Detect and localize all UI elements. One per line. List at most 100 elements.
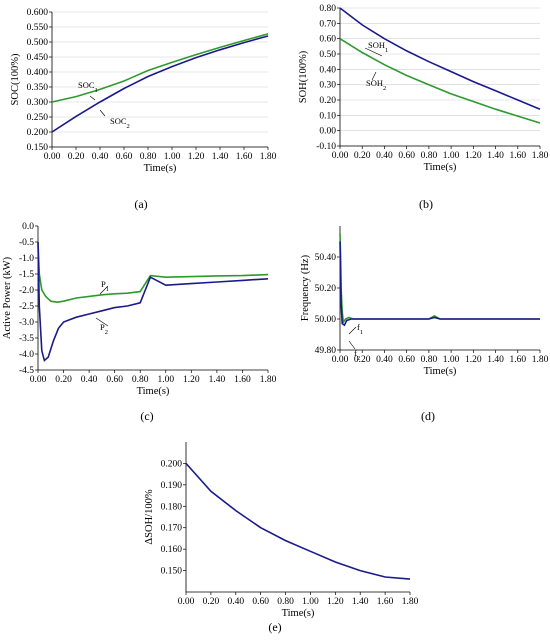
y-tick-label: -4.5 [19, 366, 34, 376]
y-tick-label: 0.400 [27, 68, 49, 78]
y-tick-label: 50.20 [315, 284, 337, 294]
x-tick-label: 0.60 [252, 597, 269, 607]
annotation-text: SOC [110, 116, 127, 126]
y-tick-label: -3.5 [19, 334, 34, 344]
x-tick-label: 1.20 [465, 355, 482, 365]
y-tick-label: -0.10 [316, 142, 336, 152]
x-tick-label: 0.60 [116, 152, 133, 162]
chart-c: -4.5-4.0-3.5-3.0-2.5-2.0-1.5-1.0-0.50.00… [2, 222, 277, 423]
y-tick-label: -4.0 [19, 350, 34, 360]
series-line-SOC1 [51, 33, 269, 103]
x-axis-label: Time(s) [424, 162, 457, 173]
panel-label: (b) [419, 197, 433, 211]
x-tick-label: 0.00 [332, 355, 349, 365]
series-line-SOC2 [51, 35, 269, 133]
series-line-dSOH [185, 462, 411, 580]
y-tick-label: 0.170 [161, 524, 183, 534]
y-tick-label: 0.00 [319, 127, 336, 137]
annotation-leader [89, 95, 96, 101]
annotation-text: SOH [368, 40, 385, 50]
x-tick-label: 0.80 [140, 152, 157, 162]
y-tick-label: 0.300 [27, 98, 49, 108]
series-annotation-f1: f1 [357, 322, 363, 336]
x-tick-label: 1.00 [157, 375, 174, 385]
x-tick-label: 1.00 [302, 597, 319, 607]
annotation-text: SOH [366, 78, 383, 88]
x-tick-label: 0.80 [132, 375, 149, 385]
x-tick-label: 1.80 [260, 152, 277, 162]
y-tick-label: -2.0 [19, 286, 34, 296]
x-tick-label: 0.80 [421, 151, 438, 161]
series-annotation-SOC1: SOC1 [78, 80, 98, 94]
annotation-text: f [354, 348, 357, 358]
x-tick-label: 1.00 [164, 152, 181, 162]
series-annotation-P2: P2 [100, 322, 108, 336]
annotation-text: SOC [78, 80, 95, 90]
y-tick-label: 0.60 [319, 35, 336, 45]
x-tick-label: 0.00 [332, 151, 349, 161]
y-tick-label: -3.0 [19, 318, 34, 328]
y-tick-label: 0.20 [319, 96, 336, 106]
y-axis-label: ΔSOH/100% [144, 489, 155, 544]
y-tick-label: -0.5 [19, 238, 34, 248]
y-tick-label: 0.10 [319, 111, 336, 121]
x-tick-label: 0.20 [354, 355, 371, 365]
x-tick-label: 1.40 [487, 355, 504, 365]
y-tick-label: 0.350 [27, 83, 49, 93]
annotation-subscript: 1 [95, 87, 98, 94]
x-tick-label: 1.20 [465, 151, 482, 161]
annotation-text: P [101, 279, 106, 289]
y-tick-label: 0.550 [27, 23, 49, 33]
annotation-leader [99, 109, 106, 117]
x-tick-label: 1.20 [327, 597, 344, 607]
x-tick-label: 0.20 [203, 597, 220, 607]
x-tick-label: 1.80 [402, 597, 419, 607]
x-tick-label: 0.40 [376, 355, 393, 365]
series-annotation-SOH1: SOH1 [368, 40, 388, 54]
x-tick-label: 0.60 [398, 355, 415, 365]
y-tick-label: 0.250 [27, 113, 49, 123]
series-line-P1 [37, 241, 269, 304]
y-tick-label: 0.180 [161, 502, 183, 512]
series-annotation-SOH2: SOH2 [366, 78, 386, 92]
y-tick-label: 50.40 [315, 253, 337, 263]
x-tick-label: 0.40 [227, 597, 244, 607]
panel-label: (a) [134, 197, 147, 211]
x-tick-label: 1.60 [509, 355, 526, 365]
y-tick-label: 50.00 [315, 315, 337, 325]
annotation-subscript: 2 [127, 123, 130, 130]
x-tick-label: 0.60 [106, 375, 123, 385]
annotation-leader [348, 326, 357, 335]
y-tick-label: 0.50 [319, 50, 336, 60]
y-axis-label: SOH(100%) [298, 50, 309, 103]
x-tick-label: 0.00 [178, 597, 195, 607]
chart-b: -0.100.000.100.200.300.400.500.600.700.8… [298, 4, 549, 211]
y-tick-label: 0.30 [319, 81, 336, 91]
y-tick-label: -1.0 [19, 254, 34, 264]
x-tick-label: 1.40 [487, 151, 504, 161]
chart-d: 49.80 50.00 50.20 50.40 0.00 0.20 0.40 0.60 0.80… [300, 226, 549, 423]
x-axis-label: Time(s) [282, 608, 315, 619]
y-tick-label: 0.150 [27, 143, 49, 153]
y-tick-label: 0.500 [27, 38, 49, 48]
y-tick-label: 0.200 [161, 459, 183, 469]
annotation-leader [371, 71, 377, 81]
y-axis-label: Frequency (Hz) [300, 254, 311, 321]
x-tick-label: 1.80 [532, 151, 549, 161]
annotation-text: P [100, 322, 105, 332]
y-tick-label: 49.80 [315, 346, 337, 356]
x-tick-label: 1.40 [212, 152, 229, 162]
x-tick-label: 0.00 [30, 375, 47, 385]
x-tick-label: 1.00 [443, 151, 460, 161]
y-tick-label: 0.70 [319, 19, 336, 29]
y-tick-label: 0.0 [22, 222, 34, 232]
annotation-subscript: 1 [360, 329, 363, 336]
annotation-leader [95, 317, 109, 327]
x-tick-label: 0.00 [44, 152, 61, 162]
annotation-subscript: 2 [357, 355, 360, 362]
x-tick-label: 1.00 [443, 355, 460, 365]
annotation-leader [348, 340, 356, 350]
panel-label: (d) [421, 409, 435, 423]
y-tick-label: 0.200 [27, 128, 49, 138]
series-annotation-f2: f2 [354, 348, 360, 362]
